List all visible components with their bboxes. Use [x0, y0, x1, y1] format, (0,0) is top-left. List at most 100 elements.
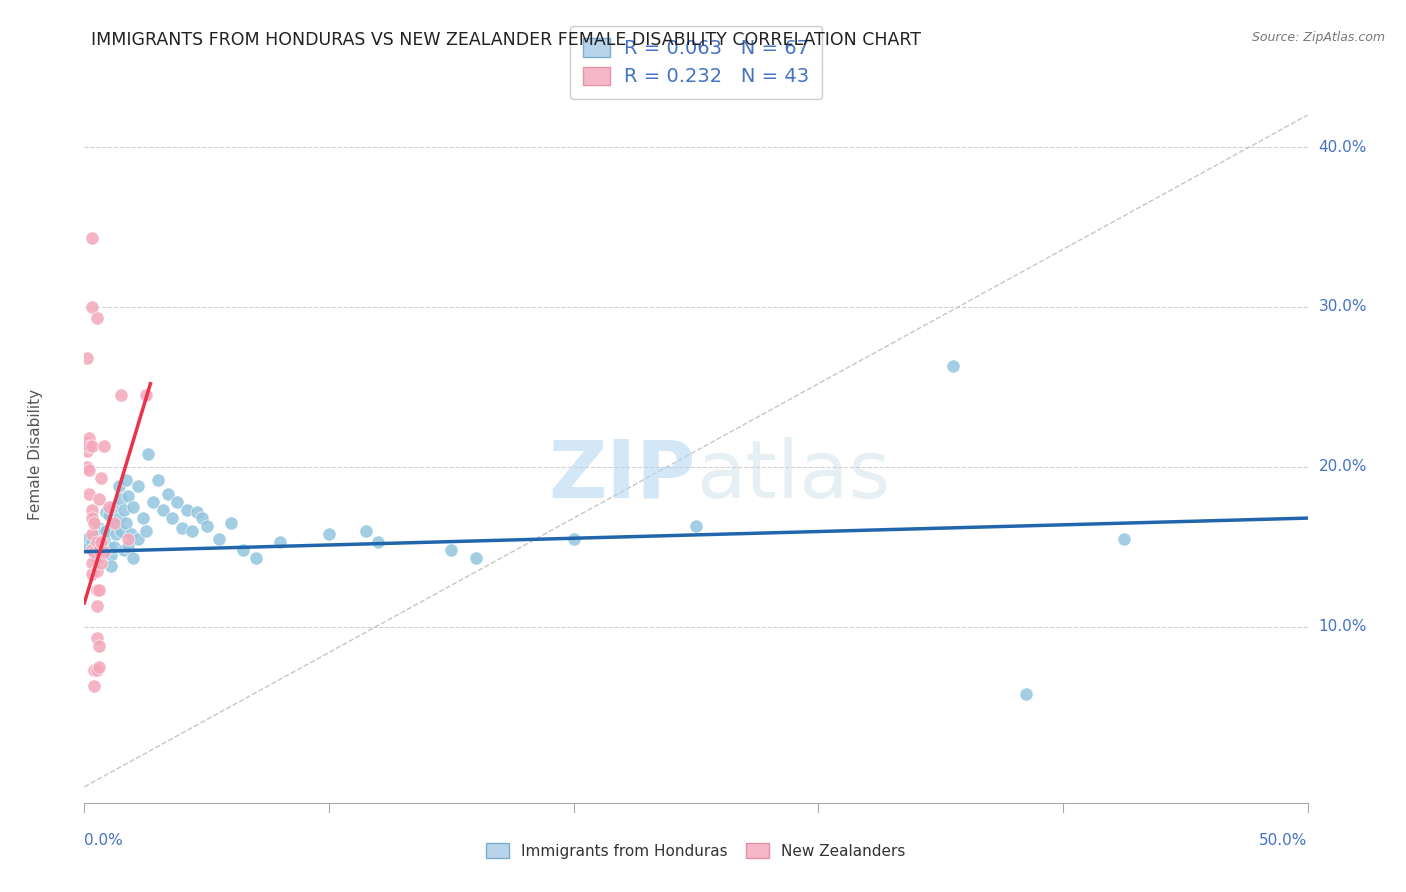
Point — [83, 540, 105, 554]
Point — [127, 479, 149, 493]
Point — [86, 551, 108, 566]
Point — [181, 524, 204, 538]
Point — [93, 524, 115, 538]
Point — [110, 491, 132, 506]
Point — [80, 300, 103, 314]
Point — [117, 540, 139, 554]
Point — [87, 543, 110, 558]
Point — [80, 503, 103, 517]
Text: Source: ZipAtlas.com: Source: ZipAtlas.com — [1251, 31, 1385, 45]
Text: 30.0%: 30.0% — [1319, 300, 1367, 315]
Text: IMMIGRANTS FROM HONDURAS VS NEW ZEALANDER FEMALE DISABILITY CORRELATION CHART: IMMIGRANTS FROM HONDURAS VS NEW ZEALANDE… — [91, 31, 921, 49]
Point — [77, 487, 100, 501]
Legend: Immigrants from Honduras, New Zealanders: Immigrants from Honduras, New Zealanders — [479, 837, 912, 864]
Point — [76, 436, 98, 450]
Point — [103, 540, 125, 554]
Point — [83, 663, 105, 677]
Point — [354, 524, 377, 538]
Point — [87, 529, 110, 543]
Point — [83, 544, 105, 558]
Point — [90, 543, 112, 558]
Point — [105, 516, 128, 530]
Point — [93, 532, 115, 546]
Point — [80, 543, 103, 558]
Point — [464, 551, 486, 566]
Point — [76, 459, 98, 474]
Point — [1114, 532, 1136, 546]
Point — [96, 524, 118, 538]
Point — [176, 503, 198, 517]
Point — [90, 471, 112, 485]
Point — [77, 463, 100, 477]
Point — [80, 439, 103, 453]
Point — [87, 491, 110, 506]
Point — [86, 564, 108, 578]
Point — [156, 487, 179, 501]
Point — [77, 439, 100, 453]
Point — [112, 503, 135, 517]
Point — [117, 532, 139, 546]
Point — [115, 516, 138, 530]
Point — [232, 543, 254, 558]
Point — [87, 660, 110, 674]
Point — [83, 679, 105, 693]
Point — [97, 540, 120, 554]
Point — [86, 535, 108, 549]
Point — [100, 548, 122, 562]
Point — [186, 505, 208, 519]
Point — [942, 359, 965, 373]
Point — [77, 431, 100, 445]
Point — [90, 535, 112, 549]
Point — [96, 505, 118, 519]
Point — [80, 231, 103, 245]
Point — [172, 521, 194, 535]
Point — [122, 551, 145, 566]
Point — [208, 532, 231, 546]
Point — [80, 567, 103, 582]
Point — [112, 543, 135, 558]
Text: atlas: atlas — [696, 437, 890, 515]
Point — [83, 516, 105, 530]
Point — [136, 447, 159, 461]
Text: ZIP: ZIP — [548, 437, 696, 515]
Point — [166, 495, 188, 509]
Point — [318, 527, 340, 541]
Point — [80, 527, 103, 541]
Point — [100, 559, 122, 574]
Point — [103, 516, 125, 530]
Point — [87, 639, 110, 653]
Point — [1015, 687, 1038, 701]
Point — [86, 631, 108, 645]
Point — [135, 388, 157, 402]
Point — [110, 388, 132, 402]
Point — [86, 583, 108, 598]
Point — [86, 663, 108, 677]
Point — [135, 524, 157, 538]
Point — [90, 537, 112, 551]
Text: 20.0%: 20.0% — [1319, 459, 1367, 475]
Text: 40.0%: 40.0% — [1319, 139, 1367, 154]
Point — [77, 540, 100, 554]
Point — [191, 511, 214, 525]
Point — [269, 535, 291, 549]
Point — [122, 500, 145, 514]
Point — [97, 508, 120, 522]
Point — [86, 543, 108, 558]
Text: 10.0%: 10.0% — [1319, 619, 1367, 634]
Point — [93, 439, 115, 453]
Point — [120, 527, 142, 541]
Point — [146, 473, 169, 487]
Point — [86, 599, 108, 613]
Point — [107, 511, 129, 525]
Point — [440, 543, 463, 558]
Point — [219, 516, 242, 530]
Point — [76, 532, 98, 546]
Point — [367, 535, 389, 549]
Point — [117, 489, 139, 503]
Point — [142, 495, 165, 509]
Point — [107, 479, 129, 493]
Point — [685, 519, 707, 533]
Point — [103, 500, 125, 514]
Point — [80, 535, 103, 549]
Point — [76, 444, 98, 458]
